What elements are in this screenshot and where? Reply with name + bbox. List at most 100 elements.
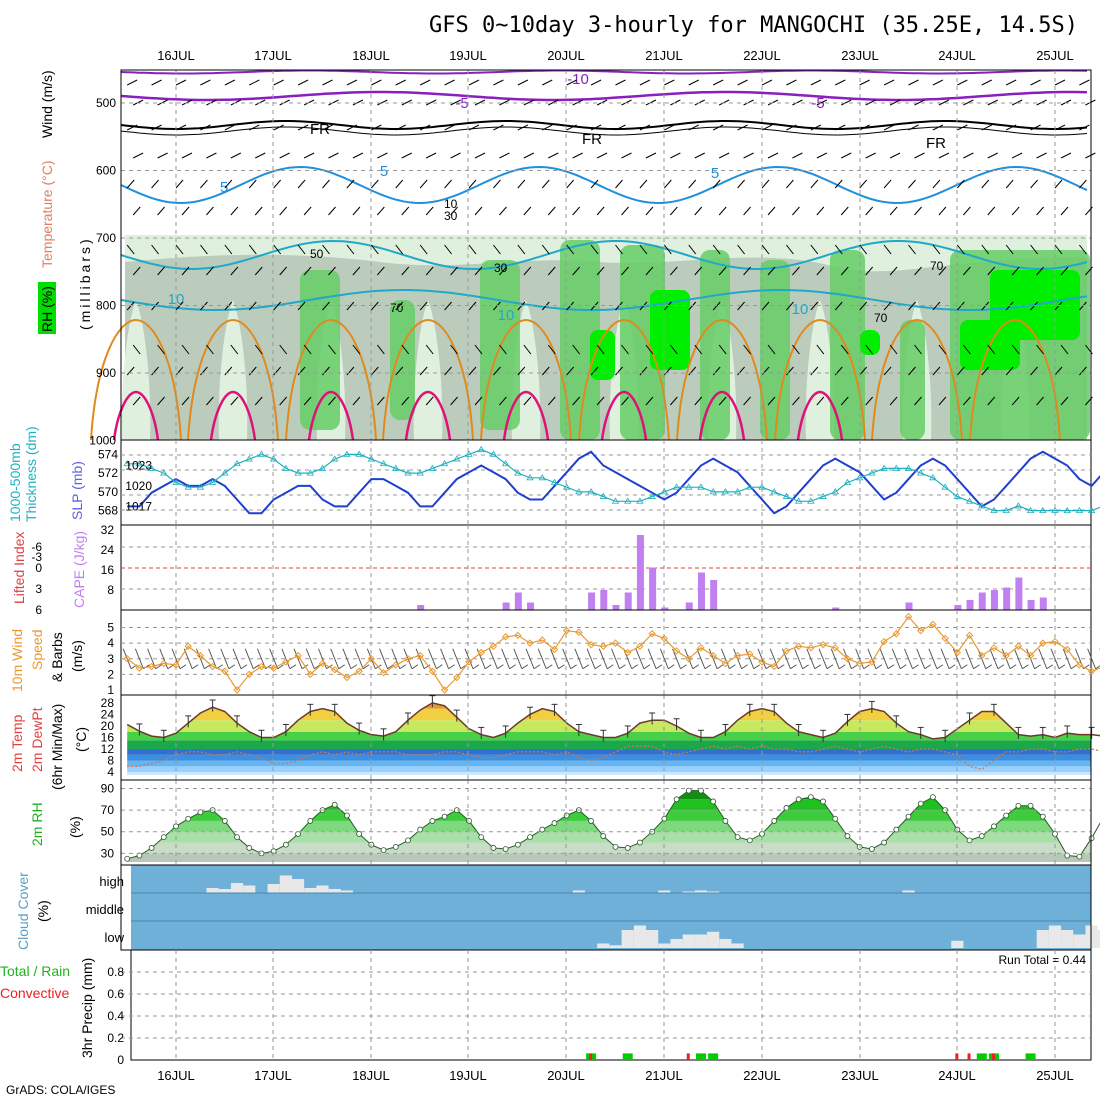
wind-speed-point [1026, 651, 1035, 660]
wind-barb [987, 344, 996, 355]
wind-barb [370, 301, 379, 311]
rh-point [527, 834, 533, 841]
series-point [1051, 506, 1059, 514]
wind-barb [810, 301, 819, 311]
wind-barb [179, 664, 187, 670]
wind-barb [224, 79, 236, 86]
wind-barb [206, 206, 214, 216]
precip-bar-convective [967, 1053, 971, 1060]
wind-barb [572, 266, 581, 276]
cloud-bar-low [1048, 925, 1062, 948]
cloud-bar-low [670, 939, 683, 948]
wind-barb [696, 648, 706, 669]
wind-barb [126, 179, 135, 189]
wind-barb [151, 179, 159, 189]
wind-barb [816, 396, 825, 406]
wind-barb [586, 648, 596, 669]
wind-barb [122, 648, 132, 669]
wind-barb [468, 179, 477, 189]
wind-barb [987, 152, 998, 159]
wind-barb [792, 396, 800, 406]
wind-barb [362, 664, 370, 670]
wind-barb [132, 344, 141, 355]
wind-barb [761, 301, 770, 311]
wind-barb [956, 301, 965, 311]
wind-barb [297, 179, 306, 189]
wind-barb [256, 648, 266, 669]
series-point [721, 488, 730, 495]
wind-barb [1054, 179, 1063, 189]
wind-barb [249, 79, 260, 86]
rh-contour-label: 70 [874, 311, 888, 325]
wind-barb [712, 244, 721, 255]
wind-barb [737, 79, 748, 86]
y-tick-label: 570 [98, 485, 118, 499]
wind-barb [663, 366, 672, 376]
y-tick-label: -6 [31, 540, 42, 554]
wind-barb [206, 152, 217, 159]
y-tick-label: 50 [101, 825, 115, 839]
wind-speed-point [599, 642, 607, 650]
wind-barb [938, 344, 947, 355]
rh-point [246, 845, 253, 851]
series-point [538, 474, 546, 481]
wind-barb [132, 266, 141, 276]
wind-barb [547, 344, 556, 355]
wind-speed-point [685, 655, 693, 663]
series-point [1002, 506, 1010, 514]
wind-barb [962, 344, 971, 355]
wind-barb [328, 206, 336, 216]
wind-barb [957, 124, 968, 131]
wind-barb [737, 301, 745, 311]
isotherm [120, 239, 1088, 271]
wind-barb [669, 344, 678, 355]
wind-barb [175, 179, 184, 189]
series-point [697, 483, 705, 490]
y-tick-label: 8 [107, 583, 114, 597]
wind-barb [572, 344, 581, 355]
wind-barb [273, 79, 284, 86]
rh-point [600, 833, 607, 839]
rh-point [380, 847, 387, 854]
rh-point [930, 794, 936, 801]
wind-barb [232, 648, 242, 669]
wind-barb [590, 124, 602, 131]
wind-barb [786, 179, 794, 189]
series-point [746, 483, 754, 490]
wind-barb [753, 664, 761, 670]
wind10m-panel: 54 32 1 10m Wind Speed & Barbs (m/s) [9, 609, 1100, 697]
wind-barb [669, 266, 678, 276]
isotherm [502, 390, 550, 441]
precip-bar-convective [991, 1053, 995, 1060]
wind-barb [126, 79, 138, 86]
wind-barb [1058, 664, 1066, 670]
wind-speed-point [794, 642, 803, 650]
wind-speed-point [1014, 642, 1023, 650]
wind-barb [279, 152, 290, 159]
wind-barb [427, 648, 437, 669]
precip-bar-total [622, 1053, 633, 1060]
wind-barb [1005, 244, 1014, 255]
wind-barb [688, 79, 699, 86]
y-tick-label: 574 [98, 447, 118, 461]
wind-barb [501, 648, 511, 669]
y-tick-label: 0.6 [107, 987, 124, 1001]
rh-point [991, 823, 997, 830]
series-point [978, 502, 986, 509]
wind-barb [1036, 396, 1044, 406]
wind-barb [474, 344, 483, 355]
wind-barb [279, 206, 288, 216]
wind-barb [761, 79, 773, 86]
series-point [331, 455, 339, 462]
wind-speed-point [807, 644, 815, 652]
series-point [575, 488, 583, 495]
wind-barb [840, 206, 849, 216]
wind-barb [594, 664, 602, 670]
cape-bar [1015, 577, 1023, 610]
wind-barb [244, 648, 254, 669]
cloud-bar-low [1073, 934, 1086, 948]
series-point [501, 459, 510, 467]
wind-barb [840, 396, 849, 406]
wind-barb [249, 124, 260, 131]
